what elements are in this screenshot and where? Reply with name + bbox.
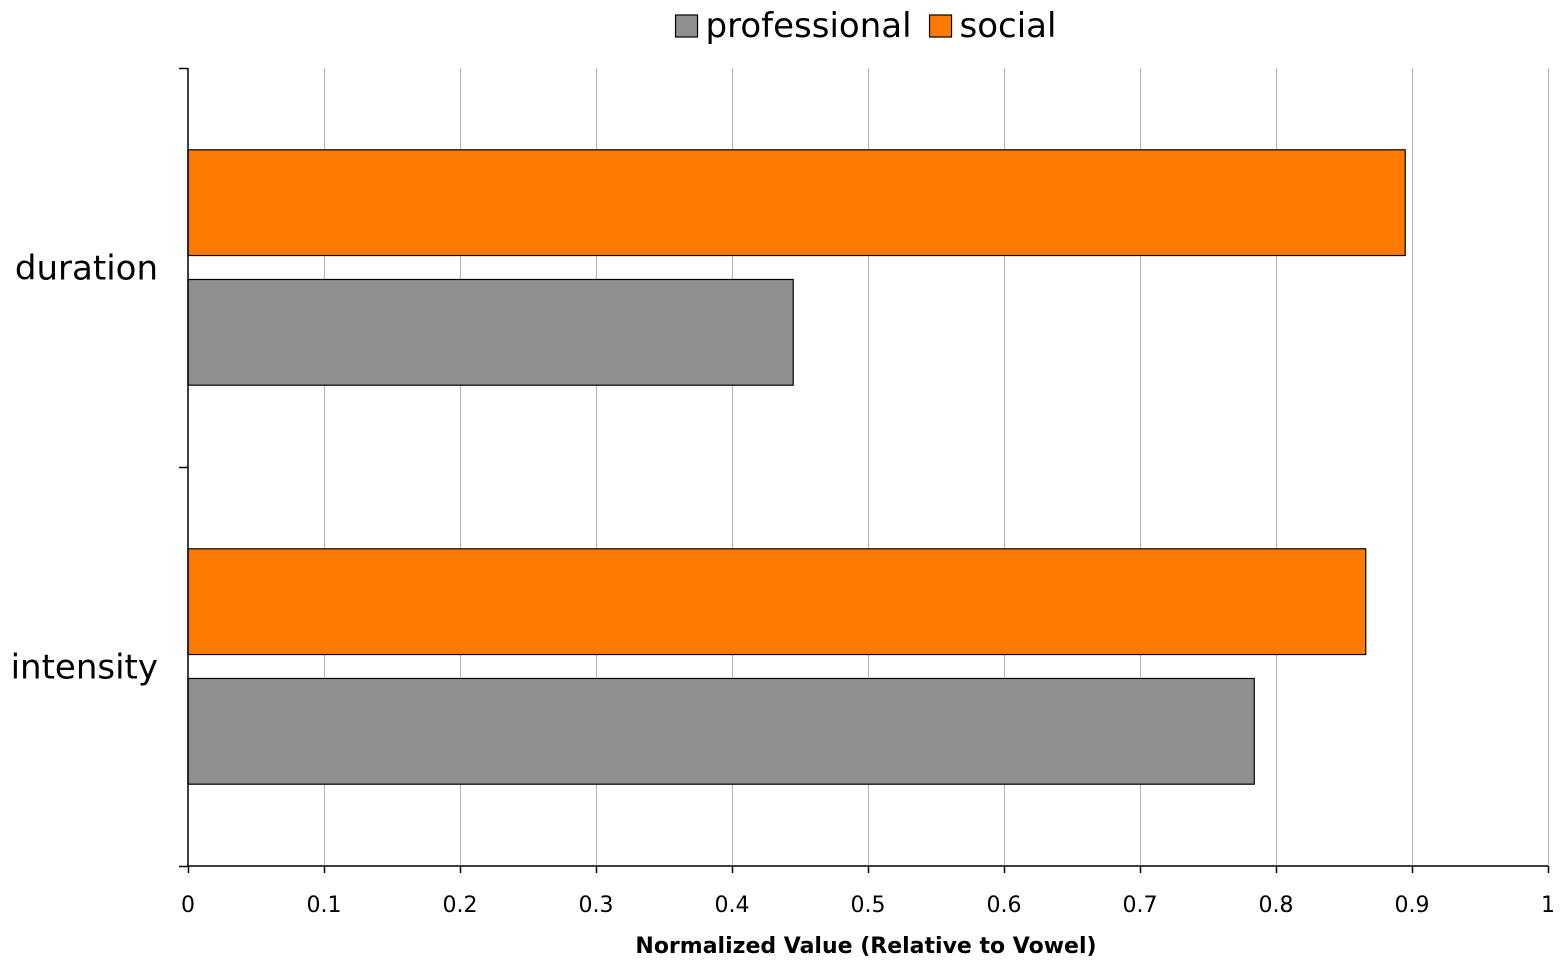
- legend-swatch-professional: [676, 15, 698, 37]
- bars: [188, 150, 1405, 784]
- x-tick-label: 0: [181, 893, 195, 918]
- x-tick-label: 0.1: [307, 893, 342, 918]
- legend-label-professional: professional: [706, 6, 912, 46]
- x-tick-label: 0.6: [987, 893, 1022, 918]
- x-tick-label: 0.8: [1259, 893, 1294, 918]
- bar-social-intensity: [188, 549, 1366, 655]
- x-tick-label: 0.2: [443, 893, 478, 918]
- x-tick-label: 0.3: [579, 893, 614, 918]
- y-category-label: intensity: [11, 648, 158, 688]
- x-tick-label: 1: [1541, 893, 1555, 918]
- bar-professional-intensity: [188, 678, 1254, 784]
- x-tick-label: 0.4: [715, 893, 750, 918]
- legend-label-social: social: [960, 6, 1057, 46]
- x-tick-label: 0.5: [851, 893, 886, 918]
- bar-professional-duration: [188, 279, 793, 385]
- x-tick-label: 0.7: [1123, 893, 1158, 918]
- legend-swatch-social: [930, 15, 952, 37]
- bar-social-duration: [188, 150, 1405, 256]
- x-axis-title: Normalized Value (Relative to Vowel): [635, 934, 1096, 959]
- x-tick-label: 0.9: [1395, 893, 1430, 918]
- legend: professional social: [676, 6, 1057, 46]
- y-category-label: duration: [15, 249, 158, 289]
